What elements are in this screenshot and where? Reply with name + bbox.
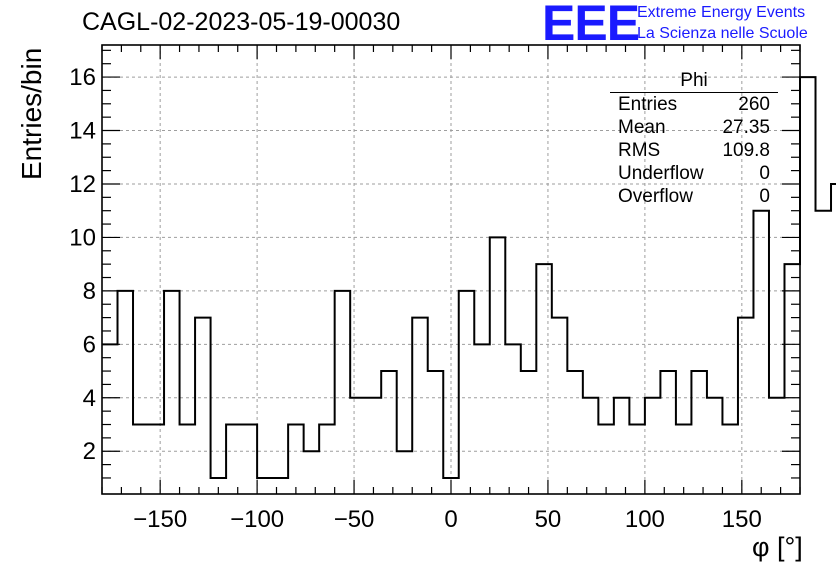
- x-tick-label: −100: [230, 506, 284, 533]
- stats-key: Mean: [618, 117, 666, 138]
- y-tick-label: 10: [69, 224, 96, 251]
- stats-row-rms: RMS 109.8: [610, 139, 778, 162]
- y-axis-label: Entries/bin: [16, 47, 47, 180]
- plot-title: CAGL-02-2023-05-19-00030: [82, 8, 401, 36]
- stats-divider: [610, 92, 778, 93]
- y-tick-label: 8: [83, 278, 96, 305]
- stats-row-underflow: Underflow 0: [610, 162, 778, 185]
- stats-row-mean: Mean 27.35: [610, 116, 778, 139]
- stats-row-overflow: Overflow 0: [610, 185, 778, 208]
- stats-value: 109.8: [722, 140, 770, 161]
- logo-line-2: La Scienza nelle Scuole: [637, 25, 808, 42]
- stats-value: 27.35: [722, 117, 770, 138]
- stats-row-entries: Entries 260: [610, 93, 778, 116]
- stats-value: 0: [759, 163, 770, 184]
- tick-labels: −150 −100 −50 0 50 100 150 2 4 6 8 10 12 14 16: [69, 64, 762, 533]
- stats-key: Overflow: [618, 186, 693, 207]
- x-axis-label: φ [°]: [752, 532, 803, 562]
- y-tick-label: 12: [69, 171, 96, 198]
- x-tick-label: 100: [625, 506, 665, 533]
- x-tick-label: −50: [334, 506, 375, 533]
- axes: [101, 44, 801, 495]
- y-tick-label: 2: [83, 438, 96, 465]
- y-tick-label: 14: [69, 118, 96, 145]
- stats-title: Phi: [680, 70, 708, 91]
- y-tick-label: 16: [69, 64, 96, 91]
- stats-value: 0: [759, 186, 770, 207]
- x-tick-label: 50: [535, 506, 562, 533]
- grid-lines: [102, 45, 800, 494]
- logo-line-1: Extreme Energy Events: [637, 4, 806, 21]
- histogram-line: [102, 76, 836, 479]
- y-tick-label: 4: [83, 385, 96, 412]
- x-tick-label: 150: [722, 506, 762, 533]
- eee-logo: EEE: [542, 0, 640, 51]
- stats-value: 260: [738, 94, 770, 115]
- stats-key: Underflow: [618, 163, 704, 184]
- x-tick-label: 0: [444, 506, 457, 533]
- stats-key: RMS: [618, 140, 661, 161]
- stats-box: Phi Entries 260 Mean 27.35 RMS 109.8 Und…: [610, 70, 778, 208]
- stats-key: Entries: [618, 94, 678, 115]
- y-tick-label: 6: [83, 331, 96, 358]
- x-tick-label: −150: [133, 506, 187, 533]
